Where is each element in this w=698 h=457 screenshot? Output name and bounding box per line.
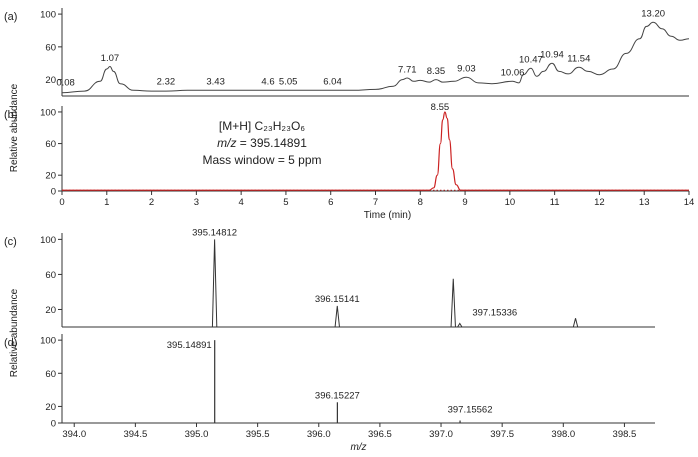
spectrum-peak-c [572,318,579,328]
x-tick-label-b: 10 [505,197,516,208]
y-tick-label-b: 20 [45,171,56,182]
x-tick-label-b: 8 [418,197,423,208]
spectrum-peak-c [450,278,456,328]
x-tick-label-d: 394.0 [62,429,86,440]
y-tick-label-b: 60 [45,139,56,150]
peak-label-a: 13.20 [641,9,665,20]
x-tick-label-b: 0 [59,197,64,208]
x-tick-label-d: 395.0 [185,429,209,440]
y-tick-label-c: 100 [40,235,56,246]
peak-label-b: 8.55 [431,102,450,113]
y-tick-label-a: 20 [45,75,56,86]
peak-label-a: 0.08 [56,77,75,88]
peak-label-a: 8.35 [427,66,446,77]
x-tick-label-b: 3 [194,197,199,208]
x-tick-label-d: 398.5 [613,429,637,440]
peak-label-a: 1.07 [101,53,120,64]
x-tick-label-b: 11 [550,197,560,208]
y-tick-label-b: 0 [51,187,56,198]
peak-label-c: 396.15141 [315,294,360,305]
x-tick-label-b: 13 [639,197,650,208]
panel-a-total-ion-chromatogram: (a) 20 60 100 0.08 1.07 2.32 3.43 4.6 5.05 6.04 7.7… [4,8,690,97]
x-axis-label-d: m/z [350,442,366,453]
y-tick-label-d: 100 [40,336,56,347]
peak-label-a: 9.03 [457,64,476,75]
spectrum-peak-c [211,239,218,328]
y-tick-label-c: 60 [45,270,56,281]
peak-label-d: 396.15227 [315,390,360,401]
y-tick-label-d: 20 [45,402,56,413]
panel-label-d: (d) [4,337,17,349]
peak-label-a: 10.06 [501,68,525,79]
y-tick-label-d: 60 [45,369,56,380]
y-tick-label-d: 0 [51,419,56,430]
x-tick-label-d: 398.0 [551,429,575,440]
x-tick-label-d: 396.5 [368,429,392,440]
peak-label-a: 10.94 [540,50,564,61]
x-tick-label-d: 397.5 [490,429,514,440]
x-tick-label-b: 2 [149,197,154,208]
panel-c-measured-mass-spectrum: (c) 20 60 100 395.14812 396.15141 397.15336 [4,227,655,328]
x-tick-label-b: 6 [328,197,333,208]
peak-label-a: 4.6 [261,77,274,88]
peak-label-a: 10.47 [519,55,543,66]
y-tick-label-a: 60 [45,42,56,53]
annotation-line-1: [M+H] C₂₃H₂₃O₆ [219,119,305,133]
x-tick-label-b: 14 [684,197,695,208]
x-tick-label-d: 397.0 [429,429,453,440]
peak-label-a: 3.43 [206,77,225,88]
panel-label-b: (b) [4,109,17,121]
x-tick-label-b: 9 [462,197,467,208]
peak-label-a: 6.04 [323,77,342,88]
x-tick-label-b: 12 [594,197,605,208]
y-tick-label-a: 100 [40,10,56,21]
x-tick-label-b: 4 [238,197,243,208]
x-tick-label-d: 396.0 [307,429,331,440]
annotation-line-3: Mass window = 5 ppm [202,153,321,167]
peak-label-a: 7.71 [398,64,417,75]
peak-label-d: 397.15562 [448,405,493,416]
spectrum-peak-c [457,322,463,328]
trace-line-a [61,21,690,94]
x-tick-label-b: 7 [373,197,378,208]
spectrum-peak-c [334,305,340,328]
x-axis-label-b: Time (min) [364,210,411,221]
peak-label-c: 397.15336 [472,308,517,319]
panel-label-c: (c) [4,236,17,248]
x-tick-label-b: 1 [104,197,109,208]
peak-label-a: 5.05 [279,77,298,88]
y-tick-label-c: 20 [45,305,56,316]
panel-label-a: (a) [4,11,17,23]
peak-label-d: 395.14891 [167,340,212,351]
x-tick-label-b: 5 [283,197,288,208]
x-tick-label-d: 394.5 [123,429,147,440]
y-tick-label-b: 100 [40,107,56,118]
peak-label-a: 11.54 [567,54,590,65]
y-axis-label-spectra: Relative abundance [9,288,20,377]
peak-label-c: 395.14812 [192,227,237,238]
peak-label-a: 2.32 [157,77,176,88]
panel-d-theoretical-isotope-pattern: (d) 0 20 60 100 394.0 394.5 395.0 395.5 396.0 396.… [4,334,655,453]
y-axis-label-chromatograms: Relative abundance [9,83,20,172]
trace-line-b [62,111,689,191]
annotation-line-2: m/z = 395.14891 [217,136,307,150]
x-tick-label-d: 395.5 [246,429,270,440]
